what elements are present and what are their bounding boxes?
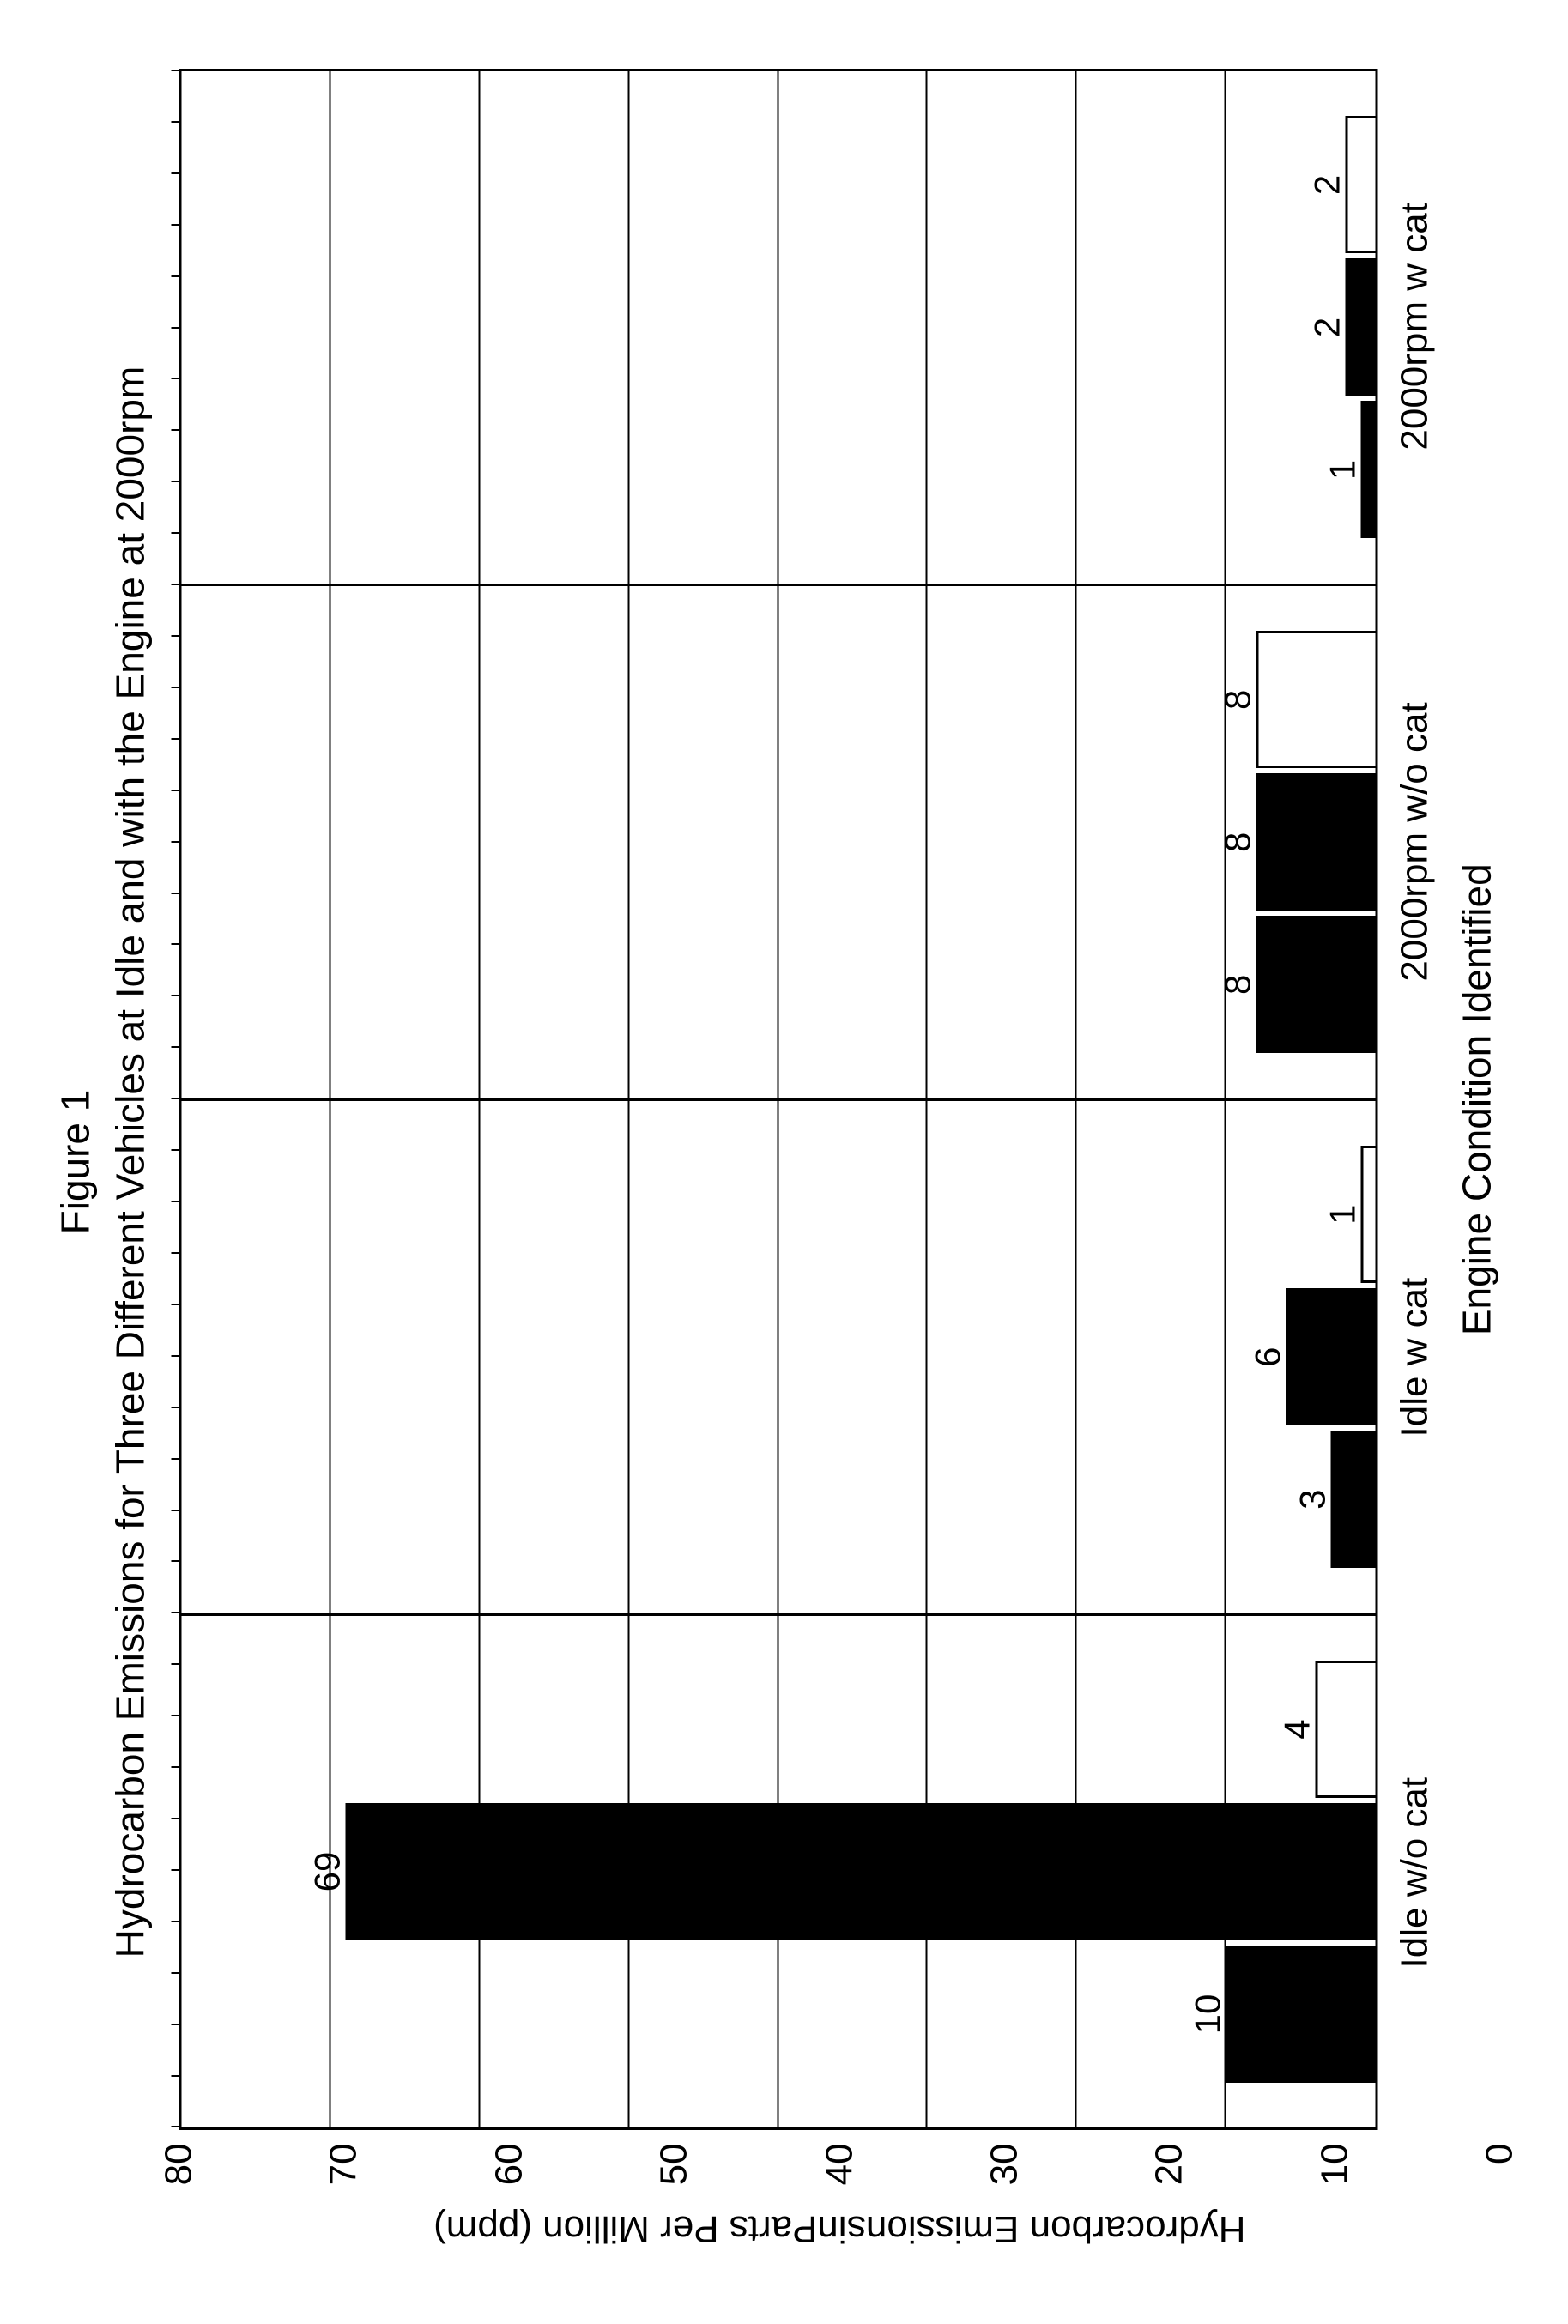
bar: 1 bbox=[1360, 1146, 1375, 1283]
bar-value-label: 8 bbox=[1217, 975, 1258, 995]
bar-value-label: 69 bbox=[306, 1852, 348, 1892]
bar-wrap: 69 bbox=[181, 1803, 1375, 1940]
bar: 1 bbox=[1360, 401, 1375, 538]
bar: 8 bbox=[1256, 773, 1375, 911]
x-category-label: Idle w cat bbox=[1393, 1099, 1436, 1615]
bar: 69 bbox=[345, 1803, 1375, 1940]
bar-wrap: 2 bbox=[181, 116, 1375, 253]
y-axis-label: Hydrocarbon EmissionsinParts Per Million… bbox=[179, 2202, 1499, 2255]
chart-container: Figure 1 Hydrocarbon Emissions for Three… bbox=[0, 0, 1568, 2324]
bar-value-label: 1 bbox=[1322, 1204, 1363, 1224]
x-category-label: 2000rpm w cat bbox=[1393, 69, 1436, 584]
x-axis-label: Engine Condition Identified bbox=[1453, 69, 1499, 2130]
minor-ticks bbox=[171, 71, 181, 2127]
bar: 4 bbox=[1315, 1661, 1375, 1798]
x-axis: Idle w/o catIdle w cat2000rpm w/o cat200… bbox=[1393, 69, 1436, 2130]
bar-value-label: 8 bbox=[1217, 832, 1258, 852]
x-category-label: 2000rpm w/o cat bbox=[1393, 584, 1436, 1100]
chart-body: Hydrocarbon EmissionsinParts Per Million… bbox=[179, 69, 1499, 2255]
bar-group: 122 bbox=[181, 71, 1375, 584]
bar: 10 bbox=[1226, 1946, 1375, 2083]
bar-group: 888 bbox=[181, 584, 1375, 1098]
bar-value-label: 1 bbox=[1322, 460, 1363, 480]
plot-wrap: 10694361888122 Idle w/o catIdle w cat200… bbox=[179, 69, 1499, 2130]
bar: 2 bbox=[1345, 258, 1375, 396]
x-category-label: Idle w/o cat bbox=[1393, 1615, 1436, 2131]
bar-wrap: 1 bbox=[181, 401, 1375, 538]
bar-wrap: 1 bbox=[181, 1146, 1375, 1283]
bar: 3 bbox=[1330, 1431, 1375, 1568]
bar-value-label: 10 bbox=[1187, 1994, 1228, 2035]
bar-wrap: 8 bbox=[181, 773, 1375, 911]
bar-wrap: 3 bbox=[181, 1431, 1375, 1568]
bar-value-label: 6 bbox=[1247, 1347, 1288, 1366]
bar: 8 bbox=[1256, 916, 1375, 1053]
bar-value-label: 2 bbox=[1306, 175, 1347, 195]
chart-title: Hydrocarbon Emissions for Three Differen… bbox=[106, 366, 153, 1958]
bar-value-label: 4 bbox=[1276, 1719, 1317, 1739]
bar-wrap: 2 bbox=[181, 258, 1375, 396]
bar-wrap: 6 bbox=[181, 1288, 1375, 1425]
bar-group: 10694 bbox=[181, 1613, 1375, 2128]
title-block: Figure 1 Hydrocarbon Emissions for Three… bbox=[51, 366, 153, 1958]
bar: 2 bbox=[1345, 116, 1375, 253]
bar-wrap: 4 bbox=[181, 1661, 1375, 1798]
plot-area: 10694361888122 bbox=[179, 69, 1377, 2130]
bar-group: 361 bbox=[181, 1098, 1375, 1613]
bar: 8 bbox=[1256, 631, 1375, 768]
figure-label: Figure 1 bbox=[51, 366, 98, 1958]
bar-wrap: 8 bbox=[181, 916, 1375, 1053]
bar-value-label: 2 bbox=[1306, 318, 1347, 337]
bar-value-label: 3 bbox=[1292, 1489, 1333, 1509]
y-axis: 80706050403020100 bbox=[179, 2143, 1499, 2185]
bar: 6 bbox=[1286, 1288, 1375, 1425]
bar-wrap: 10 bbox=[181, 1946, 1375, 2083]
bar-wrap: 8 bbox=[181, 631, 1375, 768]
bar-value-label: 8 bbox=[1217, 690, 1258, 710]
